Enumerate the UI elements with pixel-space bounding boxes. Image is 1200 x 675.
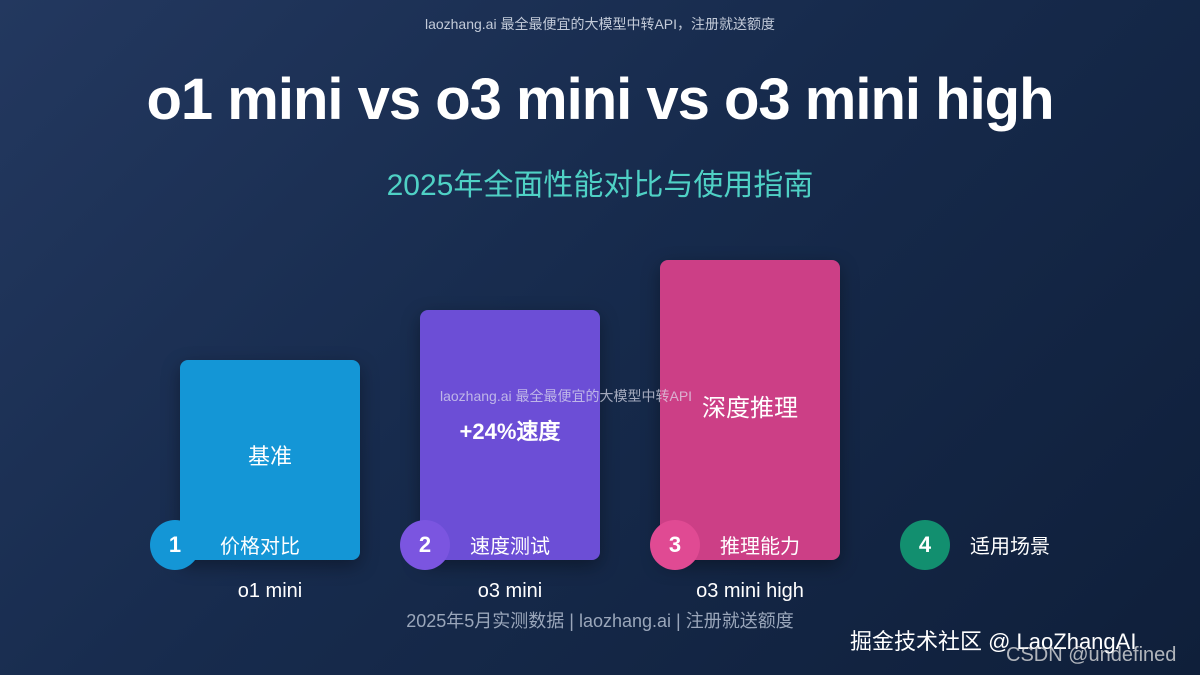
bar-label-speed: +24%速度 <box>459 419 561 444</box>
bar-o1-mini <box>180 360 360 560</box>
footer-note: 2025年5月实测数据 | laozhang.ai | 注册就送额度 <box>406 611 794 631</box>
step-label-reasoning: 推理能力 <box>720 536 800 558</box>
site-watermark: 掘金技术社区 @ LaoZhangAI <box>850 629 1137 654</box>
bar-o3-mini-high <box>660 260 840 560</box>
step-label-scenarios: 适用场景 <box>970 536 1050 558</box>
step-number-2: 2 <box>400 520 450 570</box>
page-title: o1 mini vs o3 mini vs o3 mini high <box>146 67 1054 132</box>
step-number-1: 1 <box>150 520 200 570</box>
bar-label-reasoning: 深度推理 <box>702 395 798 422</box>
step-label-price: 价格对比 <box>220 536 300 558</box>
model-name-o3-mini: o3 mini <box>477 580 543 602</box>
csdn-watermark: CSDN @undefined <box>1006 644 1177 666</box>
step-number-4: 4 <box>900 520 950 570</box>
model-name-o3-mini-high: o3 mini high <box>696 580 804 602</box>
page-subtitle: 2025年全面性能对比与使用指南 <box>386 169 814 202</box>
step-number-3: 3 <box>650 520 700 570</box>
model-name-o1-mini: o1 mini <box>237 580 303 602</box>
overlay-watermark: laozhang.ai 最全最便宜的大模型中转API <box>440 388 693 404</box>
bar-o3-mini <box>420 310 600 560</box>
top-watermark: laozhang.ai 最全最便宜的大模型中转API，注册就送额度 <box>424 16 776 32</box>
bar-label-baseline: 基准 <box>247 444 292 469</box>
step-label-speed: 速度测试 <box>470 536 550 558</box>
